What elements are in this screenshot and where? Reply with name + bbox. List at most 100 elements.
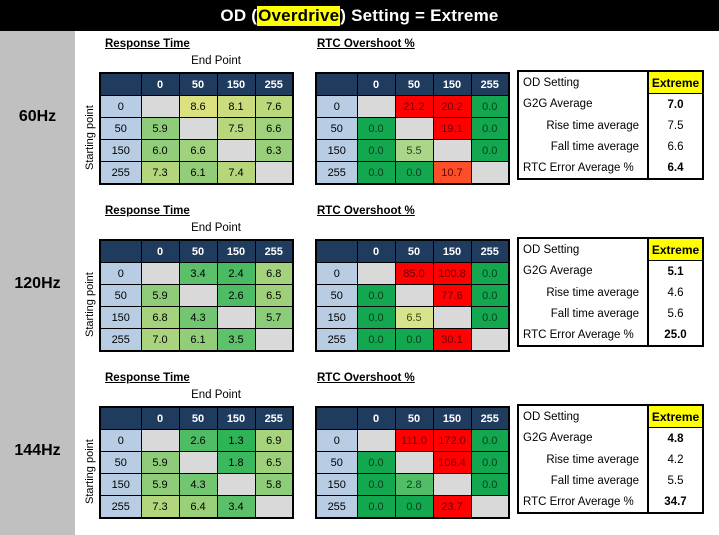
- matrix-value-cell: 0.0: [394, 328, 434, 352]
- matrix-corner-cell: [99, 72, 142, 96]
- summary-row: RTC Error Average % 6.4: [518, 157, 703, 179]
- matrix-value-cell: 3.4: [216, 495, 256, 519]
- matrix-value-cell: 4.3: [178, 473, 218, 496]
- summary-row: G2G Average 5.1: [518, 260, 703, 282]
- matrix-corner-cell: [315, 406, 358, 430]
- matrix-row-header: 255: [99, 328, 142, 352]
- response-time-table: 0 50 150 255 0 3.4 2.4 6.8 50 5.9 2.6 6.5 150 6.8 4.3 5…: [99, 239, 294, 352]
- summary-label: G2G Average: [518, 260, 649, 282]
- summary-table: OD Setting Extreme G2G Average 5.1 Rise time…: [517, 237, 704, 347]
- matrix-row-header: 0: [99, 262, 142, 285]
- matrix-row-header: 50: [315, 284, 358, 307]
- summary-row: Fall time average 5.6: [518, 303, 703, 324]
- matrix-empty-cell: [254, 495, 294, 519]
- matrix-row: 150 0.0 6.5 0.0: [315, 306, 510, 329]
- summary-label: RTC Error Average %: [518, 491, 649, 513]
- end-point-label: End Point: [191, 55, 241, 67]
- matrix-empty-cell: [394, 284, 434, 307]
- matrix-row-header: 255: [315, 495, 358, 519]
- summary-value: 5.5: [667, 474, 684, 487]
- matrix-value-cell: 85.0: [394, 262, 434, 285]
- matrix-value-cell: 7.6: [254, 95, 294, 118]
- matrix-empty-cell: [178, 451, 218, 474]
- matrix-row-header: 0: [315, 95, 358, 118]
- matrix-header-row: 0 50 150 255: [315, 72, 510, 96]
- matrix-value-cell: 77.6: [432, 284, 472, 307]
- summary-value: 4.6: [667, 286, 684, 299]
- matrix-col-header: 255: [470, 239, 510, 263]
- matrix-value-cell: 6.3: [254, 139, 294, 162]
- matrix-value-cell: 0.0: [470, 262, 510, 285]
- summary-value: 6.4: [667, 161, 684, 174]
- matrix-empty-cell: [394, 451, 434, 474]
- matrix-value-cell: 0.0: [470, 117, 510, 140]
- matrix-value-cell: 6.8: [140, 306, 180, 329]
- summary-label: Fall time average: [518, 136, 649, 157]
- matrix-col-header: 255: [470, 406, 510, 430]
- response-time-table: 0 50 150 255 0 2.6 1.3 6.9 50 5.9 1.8 6.5 150 5.9 4.3 5…: [99, 406, 294, 519]
- matrix-col-header: 150: [216, 406, 256, 430]
- matrix-value-cell: 2.8: [394, 473, 434, 496]
- matrix-value-cell: 4.3: [178, 306, 218, 329]
- matrix-col-header: 0: [356, 72, 396, 96]
- matrix-value-cell: 7.3: [140, 161, 180, 185]
- matrix-value-cell: 5.8: [254, 473, 294, 496]
- matrix-value-cell: 0.0: [356, 161, 396, 185]
- matrix-corner-cell: [315, 239, 358, 263]
- matrix-row: 150 0.0 2.8 0.0: [315, 473, 510, 496]
- matrix-value-cell: 0.0: [470, 95, 510, 118]
- matrix-value-cell: 0.0: [356, 306, 396, 329]
- matrix-value-cell: 6.5: [394, 306, 434, 329]
- matrix-value-cell: 172.0: [432, 429, 472, 452]
- matrix-value-cell: 0.0: [470, 284, 510, 307]
- summary-label: OD Setting: [518, 238, 649, 261]
- matrix-value-cell: 7.4: [216, 161, 256, 185]
- matrix-value-cell: 0.0: [356, 328, 396, 352]
- matrix-value-cell: 19.1: [432, 117, 472, 140]
- summary-row: G2G Average 7.0: [518, 93, 703, 115]
- matrix-row: 50 0.0 19.1 0.0: [315, 117, 510, 140]
- matrix-row-header: 150: [315, 139, 358, 162]
- matrix-value-cell: 0.0: [356, 451, 396, 474]
- matrix-value-cell: 6.1: [178, 328, 218, 352]
- matrix-row-header: 150: [315, 473, 358, 496]
- matrix-col-header: 0: [140, 239, 180, 263]
- response-time-heading: Response Time: [105, 38, 190, 50]
- matrix-row: 50 5.9 1.8 6.5: [99, 451, 294, 474]
- matrix-value-cell: 20.2: [432, 95, 472, 118]
- matrix-value-cell: 5.9: [140, 473, 180, 496]
- rtc-overshoot-table: 0 50 150 255 0 85.0 100.8 0.0 50 0.0 77.6 0.0 150 0.0…: [315, 239, 510, 352]
- matrix-header-row: 0 50 150 255: [99, 239, 294, 263]
- matrix-value-cell: 1.3: [216, 429, 256, 452]
- matrix-empty-cell: [140, 262, 180, 285]
- matrix-col-header: 0: [356, 239, 396, 263]
- matrix-row: 50 5.9 2.6 6.5: [99, 284, 294, 307]
- summary-value: 4.2: [667, 453, 684, 466]
- matrix-value-cell: 0.0: [356, 473, 396, 496]
- starting-point-label: Starting point: [84, 272, 96, 338]
- od-highlight: Overdrive: [257, 5, 341, 26]
- matrix-value-cell: 0.0: [394, 495, 434, 519]
- matrix-empty-cell: [356, 429, 396, 452]
- matrix-value-cell: 5.5: [394, 139, 434, 162]
- matrix-value-cell: 6.0: [140, 139, 180, 162]
- summary-row: OD Setting Extreme: [518, 237, 704, 261]
- matrix-col-header: 150: [432, 72, 472, 96]
- summary-row: RTC Error Average % 25.0: [518, 324, 703, 346]
- matrix-value-cell: 2.6: [216, 284, 256, 307]
- matrix-col-header: 50: [394, 406, 434, 430]
- matrix-value-cell: 10.7: [432, 161, 472, 185]
- matrix-empty-cell: [470, 328, 510, 352]
- summary-label: Rise time average: [518, 449, 649, 470]
- matrix-col-header: 255: [254, 406, 294, 430]
- matrix-value-cell: 2.6: [178, 429, 218, 452]
- matrix-value-cell: 5.7: [254, 306, 294, 329]
- matrix-corner-cell: [99, 239, 142, 263]
- summary-label: G2G Average: [518, 427, 649, 449]
- rtc-overshoot-heading: RTC Overshoot %: [317, 372, 415, 384]
- matrix-value-cell: 6.1: [178, 161, 218, 185]
- end-point-label: End Point: [191, 222, 241, 234]
- matrix-value-cell: 6.6: [254, 117, 294, 140]
- matrix-empty-cell: [216, 306, 256, 329]
- matrix-value-cell: 0.0: [470, 139, 510, 162]
